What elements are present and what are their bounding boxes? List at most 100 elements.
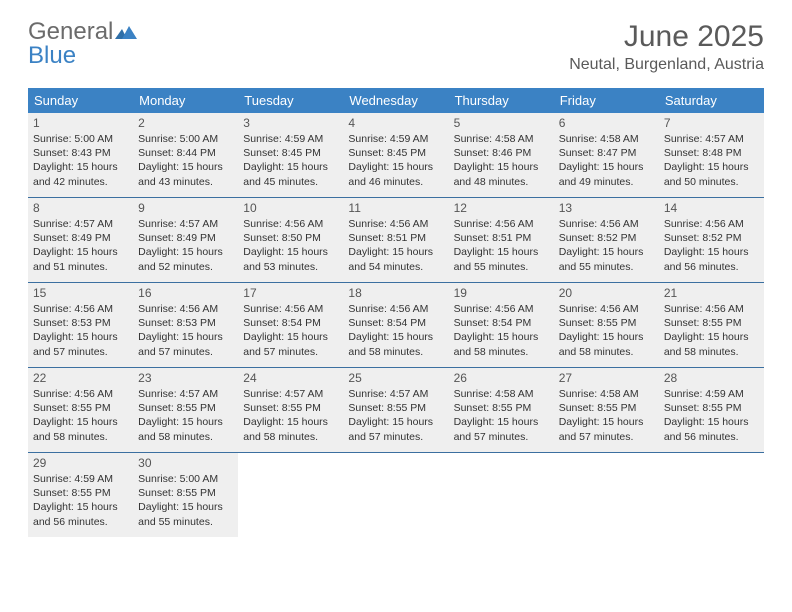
day-number: 29 bbox=[33, 456, 128, 470]
day-details: Sunrise: 4:56 AMSunset: 8:53 PMDaylight:… bbox=[138, 302, 233, 359]
day-cell: 16 Sunrise: 4:56 AMSunset: 8:53 PMDayligh… bbox=[133, 283, 238, 367]
day-cell bbox=[238, 453, 343, 537]
day-cell: 14 Sunrise: 4:56 AMSunset: 8:52 PMDayligh… bbox=[659, 198, 764, 282]
day-details: Sunrise: 4:59 AMSunset: 8:55 PMDaylight:… bbox=[33, 472, 128, 529]
day-cell: 26 Sunrise: 4:58 AMSunset: 8:55 PMDayligh… bbox=[449, 368, 554, 452]
day-header-saturday: Saturday bbox=[659, 88, 764, 113]
day-header-thursday: Thursday bbox=[449, 88, 554, 113]
day-number: 2 bbox=[138, 116, 233, 130]
day-cell bbox=[449, 453, 554, 537]
day-details: Sunrise: 4:56 AMSunset: 8:54 PMDaylight:… bbox=[243, 302, 338, 359]
day-cell: 29 Sunrise: 4:59 AMSunset: 8:55 PMDayligh… bbox=[28, 453, 133, 537]
day-details: Sunrise: 4:57 AMSunset: 8:55 PMDaylight:… bbox=[138, 387, 233, 444]
day-number: 18 bbox=[348, 286, 443, 300]
day-details: Sunrise: 5:00 AMSunset: 8:43 PMDaylight:… bbox=[33, 132, 128, 189]
day-cell bbox=[554, 453, 659, 537]
day-number: 6 bbox=[559, 116, 654, 130]
day-header-row: Sunday Monday Tuesday Wednesday Thursday… bbox=[28, 88, 764, 113]
day-details: Sunrise: 5:00 AMSunset: 8:44 PMDaylight:… bbox=[138, 132, 233, 189]
day-details: Sunrise: 4:56 AMSunset: 8:55 PMDaylight:… bbox=[33, 387, 128, 444]
weeks-container: 1 Sunrise: 5:00 AMSunset: 8:43 PMDaylight… bbox=[28, 113, 764, 537]
logo-text-general: General bbox=[28, 18, 113, 45]
day-header-sunday: Sunday bbox=[28, 88, 133, 113]
day-number: 4 bbox=[348, 116, 443, 130]
day-number: 21 bbox=[664, 286, 759, 300]
day-number: 24 bbox=[243, 371, 338, 385]
day-number: 14 bbox=[664, 201, 759, 215]
day-number: 22 bbox=[33, 371, 128, 385]
day-details: Sunrise: 4:56 AMSunset: 8:54 PMDaylight:… bbox=[454, 302, 549, 359]
day-details: Sunrise: 4:58 AMSunset: 8:47 PMDaylight:… bbox=[559, 132, 654, 189]
day-number: 16 bbox=[138, 286, 233, 300]
week-row: 8 Sunrise: 4:57 AMSunset: 8:49 PMDaylight… bbox=[28, 198, 764, 283]
day-cell: 2 Sunrise: 5:00 AMSunset: 8:44 PMDaylight… bbox=[133, 113, 238, 197]
day-cell: 25Sunrise: 4:57 AMSunset: 8:55 PMDayligh… bbox=[343, 368, 448, 452]
day-number: 8 bbox=[33, 201, 128, 215]
day-cell: 22 Sunrise: 4:56 AMSunset: 8:55 PMDayligh… bbox=[28, 368, 133, 452]
day-cell: 4 Sunrise: 4:59 AMSunset: 8:45 PMDaylight… bbox=[343, 113, 448, 197]
day-details: Sunrise: 4:56 AMSunset: 8:55 PMDaylight:… bbox=[664, 302, 759, 359]
day-cell: 23 Sunrise: 4:57 AMSunset: 8:55 PMDayligh… bbox=[133, 368, 238, 452]
day-cell: 10 Sunrise: 4:56 AMSunset: 8:50 PMDayligh… bbox=[238, 198, 343, 282]
day-details: Sunrise: 4:56 AMSunset: 8:53 PMDaylight:… bbox=[33, 302, 128, 359]
day-cell: 3 Sunrise: 4:59 AMSunset: 8:45 PMDaylight… bbox=[238, 113, 343, 197]
day-details: Sunrise: 4:58 AMSunset: 8:55 PMDaylight:… bbox=[454, 387, 549, 444]
day-number: 5 bbox=[454, 116, 549, 130]
day-number: 25 bbox=[348, 371, 443, 385]
day-number: 28 bbox=[664, 371, 759, 385]
day-cell: 28 Sunrise: 4:59 AMSunset: 8:55 PMDayligh… bbox=[659, 368, 764, 452]
week-row: 15Sunrise: 4:56 AMSunset: 8:53 PMDayligh… bbox=[28, 283, 764, 368]
day-details: Sunrise: 4:56 AMSunset: 8:55 PMDaylight:… bbox=[559, 302, 654, 359]
day-details: Sunrise: 4:58 AMSunset: 8:46 PMDaylight:… bbox=[454, 132, 549, 189]
day-details: Sunrise: 4:57 AMSunset: 8:49 PMDaylight:… bbox=[33, 217, 128, 274]
day-number: 7 bbox=[664, 116, 759, 130]
day-number: 9 bbox=[138, 201, 233, 215]
day-details: Sunrise: 4:57 AMSunset: 8:55 PMDaylight:… bbox=[243, 387, 338, 444]
month-title: June 2025 bbox=[569, 20, 764, 54]
day-details: Sunrise: 4:57 AMSunset: 8:48 PMDaylight:… bbox=[664, 132, 759, 189]
title-block: June 2025 Neutal, Burgenland, Austria bbox=[569, 20, 764, 74]
day-number: 3 bbox=[243, 116, 338, 130]
day-number: 13 bbox=[559, 201, 654, 215]
day-cell: 27Sunrise: 4:58 AMSunset: 8:55 PMDayligh… bbox=[554, 368, 659, 452]
day-cell bbox=[659, 453, 764, 537]
day-cell bbox=[343, 453, 448, 537]
day-cell: 20 Sunrise: 4:56 AMSunset: 8:55 PMDayligh… bbox=[554, 283, 659, 367]
day-header-friday: Friday bbox=[554, 88, 659, 113]
day-number: 12 bbox=[454, 201, 549, 215]
day-details: Sunrise: 4:56 AMSunset: 8:51 PMDaylight:… bbox=[454, 217, 549, 274]
day-number: 10 bbox=[243, 201, 338, 215]
day-number: 26 bbox=[454, 371, 549, 385]
day-number: 17 bbox=[243, 286, 338, 300]
day-details: Sunrise: 4:58 AMSunset: 8:55 PMDaylight:… bbox=[559, 387, 654, 444]
week-row: 22 Sunrise: 4:56 AMSunset: 8:55 PMDayligh… bbox=[28, 368, 764, 453]
day-number: 1 bbox=[33, 116, 128, 130]
day-details: Sunrise: 4:56 AMSunset: 8:50 PMDaylight:… bbox=[243, 217, 338, 274]
day-cell: 8 Sunrise: 4:57 AMSunset: 8:49 PMDaylight… bbox=[28, 198, 133, 282]
week-row: 29 Sunrise: 4:59 AMSunset: 8:55 PMDayligh… bbox=[28, 453, 764, 537]
day-details: Sunrise: 4:56 AMSunset: 8:52 PMDaylight:… bbox=[664, 217, 759, 274]
day-cell: 19 Sunrise: 4:56 AMSunset: 8:54 PMDayligh… bbox=[449, 283, 554, 367]
day-details: Sunrise: 4:57 AMSunset: 8:49 PMDaylight:… bbox=[138, 217, 233, 274]
logo-text-blue: Blue bbox=[28, 42, 76, 69]
day-cell: 12 Sunrise: 4:56 AMSunset: 8:51 PMDayligh… bbox=[449, 198, 554, 282]
day-header-monday: Monday bbox=[133, 88, 238, 113]
day-cell: 6 Sunrise: 4:58 AMSunset: 8:47 PMDaylight… bbox=[554, 113, 659, 197]
location-text: Neutal, Burgenland, Austria bbox=[569, 56, 764, 74]
day-cell: 1 Sunrise: 5:00 AMSunset: 8:43 PMDaylight… bbox=[28, 113, 133, 197]
logo-mark-icon bbox=[115, 20, 137, 44]
day-header-wednesday: Wednesday bbox=[343, 88, 448, 113]
day-cell: 15Sunrise: 4:56 AMSunset: 8:53 PMDayligh… bbox=[28, 283, 133, 367]
day-cell: 18Sunrise: 4:56 AMSunset: 8:54 PMDayligh… bbox=[343, 283, 448, 367]
day-details: Sunrise: 4:56 AMSunset: 8:51 PMDaylight:… bbox=[348, 217, 443, 274]
day-details: Sunrise: 4:59 AMSunset: 8:55 PMDaylight:… bbox=[664, 387, 759, 444]
day-details: Sunrise: 4:59 AMSunset: 8:45 PMDaylight:… bbox=[348, 132, 443, 189]
day-details: Sunrise: 4:59 AMSunset: 8:45 PMDaylight:… bbox=[243, 132, 338, 189]
day-number: 20 bbox=[559, 286, 654, 300]
day-number: 19 bbox=[454, 286, 549, 300]
day-header-tuesday: Tuesday bbox=[238, 88, 343, 113]
day-cell: 7 Sunrise: 4:57 AMSunset: 8:48 PMDaylight… bbox=[659, 113, 764, 197]
day-cell: 17 Sunrise: 4:56 AMSunset: 8:54 PMDayligh… bbox=[238, 283, 343, 367]
day-number: 23 bbox=[138, 371, 233, 385]
week-row: 1 Sunrise: 5:00 AMSunset: 8:43 PMDaylight… bbox=[28, 113, 764, 198]
